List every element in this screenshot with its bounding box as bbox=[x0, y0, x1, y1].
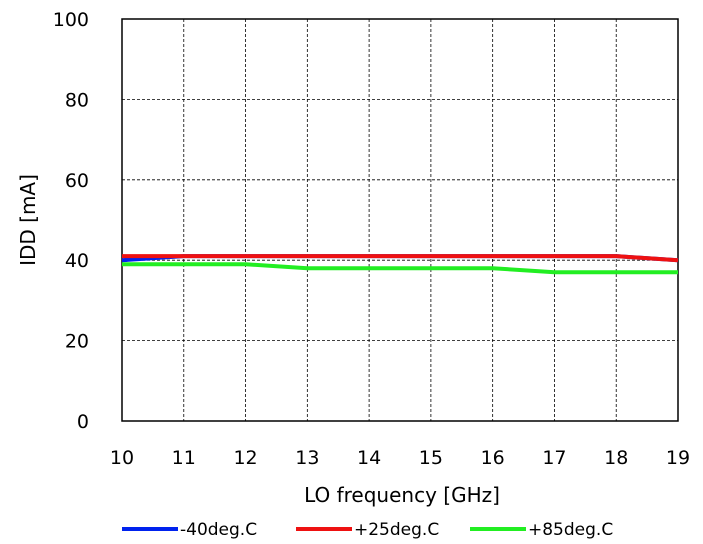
x-tick-label: 13 bbox=[295, 447, 319, 469]
x-tick-label: 11 bbox=[172, 447, 196, 469]
series-layer bbox=[121, 254, 679, 275]
x-tick-label: 16 bbox=[481, 447, 505, 469]
series-line-3 bbox=[122, 262, 678, 275]
y-axis-label: IDD [mA] bbox=[16, 174, 40, 266]
y-axis-tick-labels: 0 20 40 60 80 100 bbox=[53, 9, 89, 433]
legend-label: +25deg.C bbox=[354, 520, 439, 540]
plot-area-frame bbox=[121, 18, 679, 422]
x-tick-label: 15 bbox=[419, 447, 443, 469]
x-tick-label: 10 bbox=[110, 447, 134, 469]
y-tick-label: 40 bbox=[65, 250, 89, 272]
y-tick-label: 0 bbox=[77, 411, 89, 433]
y-tick-label: 80 bbox=[65, 89, 89, 111]
series-line-2 bbox=[122, 254, 679, 263]
legend-label: +85deg.C bbox=[528, 520, 613, 540]
y-tick-label: 100 bbox=[53, 9, 89, 31]
grid-lines bbox=[122, 19, 678, 421]
x-tick-label: 12 bbox=[233, 447, 257, 469]
x-tick-label: 14 bbox=[357, 447, 381, 469]
x-tick-label: 19 bbox=[666, 447, 690, 469]
y-tick-label: 60 bbox=[65, 170, 89, 192]
x-tick-label: 17 bbox=[542, 447, 566, 469]
x-tick-label: 18 bbox=[604, 447, 628, 469]
x-axis-label: LO frequency [GHz] bbox=[304, 483, 500, 507]
legend-label: -40deg.C bbox=[180, 520, 257, 540]
y-tick-label: 20 bbox=[65, 331, 89, 353]
x-axis-tick-labels: 10 11 12 13 14 15 16 17 18 19 bbox=[110, 447, 690, 469]
legend: -40deg.C +25deg.C +85deg.C bbox=[122, 520, 613, 540]
